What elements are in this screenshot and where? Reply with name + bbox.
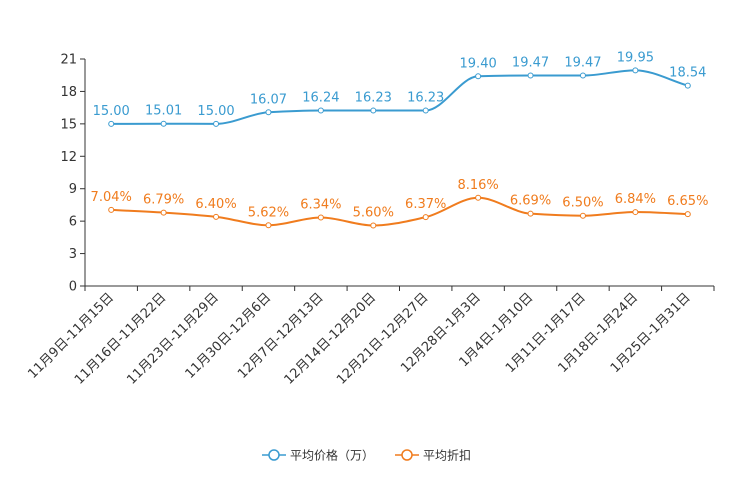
x-axis: 11月9日-11月15日11月16日-11月22日11月23日-11月29日11…	[25, 285, 715, 388]
data-label: 19.95	[617, 50, 654, 65]
data-point[interactable]	[370, 222, 377, 229]
legend[interactable]: 平均价格（万） 平均折扣	[262, 448, 471, 463]
x-tick-label: 11月23日-11月29日	[124, 290, 221, 387]
data-label: 16.07	[250, 92, 287, 107]
x-tick-label: 12月14日-12月20日	[282, 290, 379, 387]
data-label: 19.47	[512, 56, 549, 71]
data-label: 18.54	[669, 66, 706, 81]
data-point[interactable]	[684, 82, 691, 89]
data-label: 19.47	[564, 56, 601, 71]
y-tick-label: 12	[60, 150, 77, 165]
data-label: 15.01	[145, 104, 182, 119]
data-point[interactable]	[684, 211, 691, 218]
data-label: 8.16%	[457, 178, 498, 193]
data-point[interactable]	[108, 120, 115, 127]
legend-marker	[401, 449, 413, 461]
data-label: 5.60%	[353, 205, 394, 220]
data-label: 15.00	[93, 104, 130, 119]
data-point[interactable]	[265, 109, 272, 116]
data-point[interactable]	[422, 107, 429, 114]
data-point[interactable]	[108, 206, 115, 213]
data-label: 5.62%	[248, 205, 289, 220]
data-point[interactable]	[213, 120, 220, 127]
legend-marker	[268, 449, 280, 461]
x-tick-label: 11月16日-11月22日	[72, 290, 169, 387]
data-point[interactable]	[475, 73, 482, 80]
data-point[interactable]	[317, 107, 324, 114]
data-point[interactable]	[632, 209, 639, 216]
data-label: 7.04%	[91, 190, 132, 205]
series-2: 7.04% 6.79% 6.40% 5.62% 6.34% 5.60% 6.37% 8.16%…	[91, 178, 708, 229]
data-point[interactable]	[579, 212, 586, 219]
series-1: 15.00 15.01 15.00 16.07 16.24 16.23 16.23 19.40…	[93, 50, 706, 127]
data-point[interactable]	[422, 214, 429, 221]
x-tick-label: 12月21日-12月27日	[334, 290, 431, 387]
data-label: 6.50%	[562, 196, 603, 211]
y-tick-label: 6	[69, 215, 77, 230]
data-point[interactable]	[160, 209, 167, 216]
data-label: 6.65%	[667, 194, 708, 209]
y-tick-label: 9	[69, 182, 77, 197]
data-label: 6.37%	[405, 197, 446, 212]
legend-label: 平均折扣	[423, 448, 471, 463]
legend-item-2[interactable]: 平均折扣	[395, 448, 471, 463]
data-label: 19.40	[460, 56, 497, 71]
data-label: 15.00	[197, 104, 234, 119]
data-point[interactable]	[160, 120, 167, 127]
data-point[interactable]	[370, 107, 377, 114]
y-tick-label: 3	[69, 247, 77, 262]
y-tick-label: 21	[60, 53, 77, 68]
data-label: 6.84%	[615, 192, 656, 207]
y-tick-label: 0	[69, 280, 77, 295]
data-point[interactable]	[317, 214, 324, 221]
data-point[interactable]	[632, 67, 639, 74]
data-point[interactable]	[213, 213, 220, 220]
series-line	[111, 196, 688, 227]
data-label: 16.23	[355, 91, 392, 106]
series-line	[111, 69, 689, 125]
data-label: 6.34%	[300, 197, 341, 212]
data-label: 16.23	[407, 91, 444, 106]
legend-label: 平均价格（万）	[290, 448, 374, 463]
y-axis: 0 3 6 9 12 15 18 21	[60, 53, 86, 295]
data-label: 6.79%	[143, 193, 184, 208]
y-tick-label: 18	[60, 85, 77, 100]
plot-area: 15.00 15.01 15.00 16.07 16.24 16.23 16.23 19.40…	[91, 50, 708, 229]
legend-item-1[interactable]: 平均价格（万）	[262, 448, 374, 463]
x-tick-label: 11月9日-11月15日	[25, 290, 117, 382]
data-point[interactable]	[527, 72, 534, 79]
data-point[interactable]	[475, 194, 482, 201]
data-label: 6.40%	[195, 197, 236, 212]
y-tick-label: 15	[60, 117, 77, 132]
data-point[interactable]	[527, 210, 534, 217]
data-point[interactable]	[579, 72, 586, 79]
data-point[interactable]	[265, 222, 272, 229]
data-label: 6.69%	[510, 194, 551, 209]
data-label: 16.24	[302, 90, 339, 105]
